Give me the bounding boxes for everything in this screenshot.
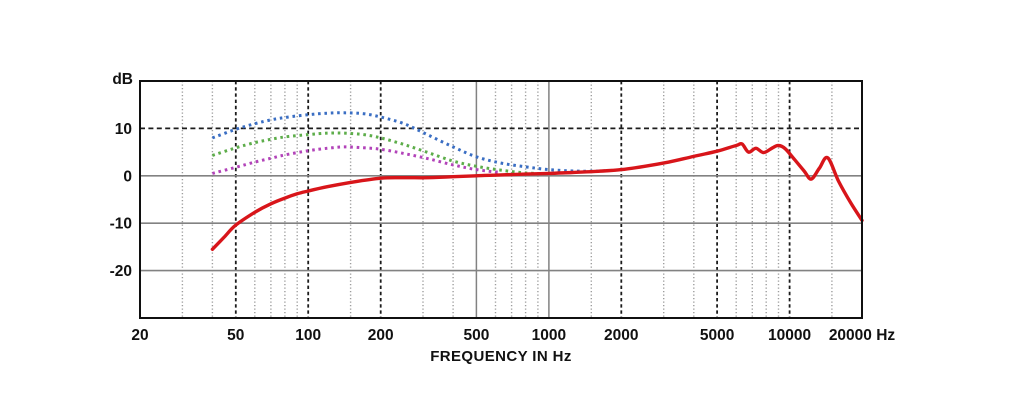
series-curve-magenta-dotted (212, 145, 501, 175)
series-curve-green-dotted (211, 131, 544, 176)
y-tick-label--10: -10 (110, 216, 132, 233)
y-axis-unit-label: dB (112, 71, 133, 88)
chart-series-layer (210, 111, 864, 251)
x-tick-label-10000: 10000 (768, 327, 811, 344)
y-tick-label-10: 10 (115, 121, 132, 138)
x-axis-tick-labels: 20 50 100 200 500 1000 2000 5000 10000 20000 Hz (131, 327, 895, 344)
x-tick-label-50: 50 (227, 327, 244, 344)
series-curve-red-solid (210, 141, 864, 251)
x-tick-label-2000: 2000 (604, 327, 638, 344)
x-tick-label-500: 500 (463, 327, 489, 344)
x-tick-label-20: 20 (131, 327, 148, 344)
series-curve-blue-dotted (211, 111, 617, 173)
grid-layer (140, 81, 862, 318)
x-tick-label-1000: 1000 (532, 327, 566, 344)
x-tick-label-200: 200 (368, 327, 394, 344)
y-tick-label--20: -20 (110, 263, 132, 280)
plot-frame (139, 80, 863, 319)
x-tick-label-5000: 5000 (700, 327, 734, 344)
y-tick-label-0: 0 (123, 168, 132, 185)
y-axis-tick-labels: 10 0 -10 -20 (110, 121, 132, 280)
x-tick-label-20000: 20000 Hz (829, 327, 896, 344)
x-tick-label-100: 100 (295, 327, 321, 344)
x-axis-title: FREQUENCY IN Hz (430, 348, 572, 365)
